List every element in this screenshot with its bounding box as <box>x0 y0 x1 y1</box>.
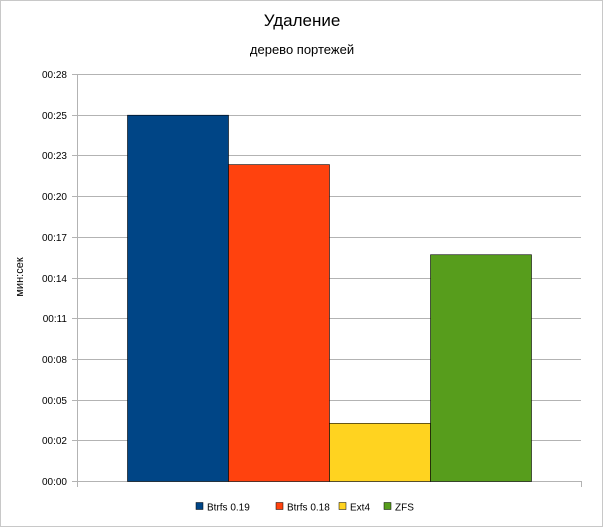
legend-label: Ext4 <box>350 503 370 514</box>
bars <box>127 114 532 482</box>
legend-swatch <box>338 502 347 510</box>
legend-swatch <box>383 502 392 510</box>
bar-ext4 <box>329 423 431 482</box>
y-tick-label: 00:23 <box>42 151 67 162</box>
chart-title: Удаление <box>264 11 341 30</box>
y-tick-label: 00:08 <box>42 355 67 366</box>
bar-zfs <box>430 254 532 482</box>
legend-label: Btrfs 0.19 <box>207 503 250 514</box>
y-tick-labels: 00:00 00:02 00:05 00:08 00:11 00:14 00:17 00:20… <box>42 70 67 488</box>
axes <box>77 74 582 487</box>
y-tick-label: 00:11 <box>43 314 68 325</box>
y-tick-label: 00:05 <box>42 396 67 407</box>
legend-swatch <box>195 502 204 510</box>
y-tick-label: 00:20 <box>42 192 67 203</box>
y-tick-label: 00:02 <box>42 436 67 447</box>
legend: Btrfs 0.19 Btrfs 0.18 Ext4 ZFS <box>195 502 414 514</box>
bar-btrfs-0-18 <box>228 164 330 482</box>
legend-swatch <box>275 502 284 510</box>
y-axis-label: мин:сек <box>14 257 26 296</box>
bar-btrfs-0-19 <box>127 114 229 482</box>
y-tick-label: 00:17 <box>42 233 67 244</box>
y-tick-label: 00:25 <box>42 111 67 122</box>
chart-subtitle: дерево портежей <box>250 42 354 57</box>
legend-label: Btrfs 0.18 <box>287 503 330 514</box>
y-tick-label: 00:00 <box>42 477 67 488</box>
legend-label: ZFS <box>395 503 414 514</box>
y-tick-label: 00:14 <box>42 274 67 285</box>
y-tick-label: 00:28 <box>42 70 67 81</box>
